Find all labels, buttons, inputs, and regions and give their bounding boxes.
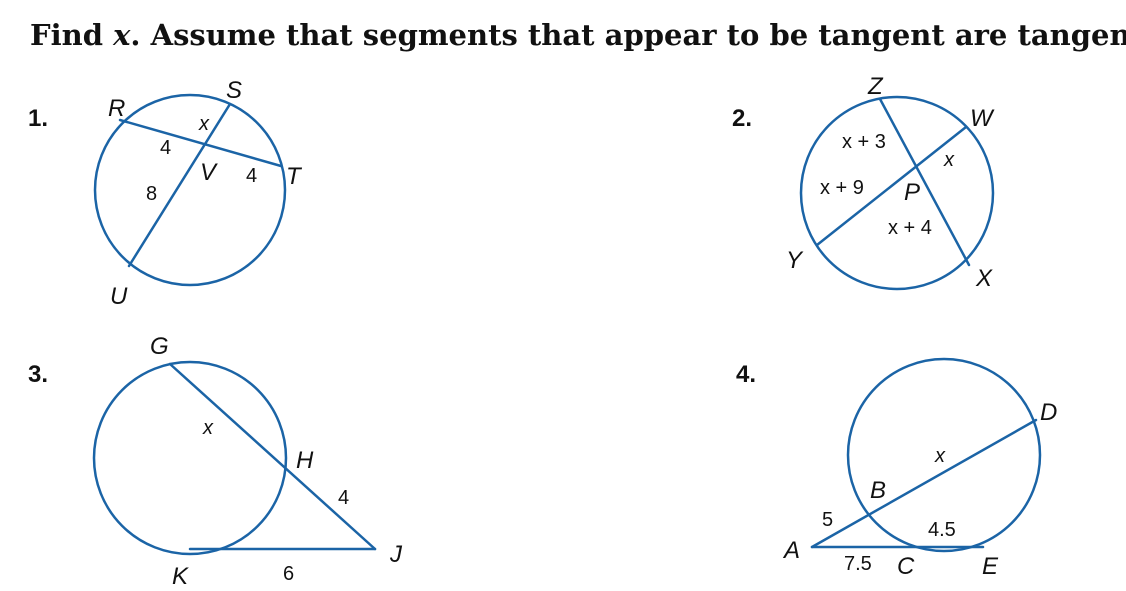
problem-4: 4. D B A C E x 5 4.5 7.5 — [736, 357, 1057, 580]
segment-vt-label: 4 — [246, 165, 257, 187]
segment-ce-label: 4.5 — [928, 519, 956, 541]
segment-px-label: x + 4 — [888, 217, 932, 239]
problem-4-number: 4. — [736, 361, 756, 388]
point-p-label: P — [904, 179, 920, 206]
segment-hj-label: 4 — [338, 487, 349, 509]
point-r-label: R — [108, 95, 125, 122]
point-w-label: W — [970, 105, 995, 132]
chord-su — [127, 102, 232, 268]
point-t-label: T — [286, 163, 303, 190]
point-x-label: X — [975, 265, 993, 292]
point-e-label: E — [982, 553, 999, 580]
segment-vu-label: 8 — [146, 183, 157, 205]
instructions: Find x. Assume that segments that appear… — [30, 18, 1126, 52]
point-v-label: V — [200, 159, 218, 186]
instructions-before: Find — [30, 18, 114, 52]
chord-rt — [118, 118, 283, 168]
point-g-label: G — [150, 333, 169, 360]
problem-3: 3. G H J K x 4 6 — [28, 333, 403, 590]
segment-gh-label: x — [202, 417, 214, 439]
point-a-label: A — [782, 537, 800, 564]
segment-ab-label: 5 — [822, 509, 833, 531]
instructions-variable: x — [113, 18, 131, 52]
problem-3-number: 3. — [28, 361, 48, 388]
point-j-label: J — [389, 541, 403, 568]
segment-ac-label: 7.5 — [844, 553, 872, 575]
circle-3 — [92, 360, 288, 556]
point-y-label: Y — [786, 247, 804, 274]
circle-1 — [93, 93, 287, 287]
problem-1: 1. R S T U V x 4 4 8 — [28, 77, 303, 310]
chord-zx — [878, 97, 971, 267]
secant-gj — [168, 362, 377, 551]
point-k-label: K — [172, 563, 189, 590]
point-d-label: D — [1040, 399, 1057, 426]
point-b-label: B — [870, 477, 886, 504]
segment-kj-label: 6 — [283, 563, 294, 585]
point-u-label: U — [110, 283, 128, 310]
point-z-label: Z — [867, 73, 884, 100]
secant-ad — [810, 418, 1038, 549]
problem-1-number: 1. — [28, 105, 48, 132]
point-h-label: H — [296, 447, 314, 474]
problem-2: 2. Z W P Y X x + 3 x x + 9 x + 4 — [732, 73, 995, 292]
segment-wp-label: x — [943, 149, 955, 171]
segment-yp-label: x + 9 — [820, 177, 864, 199]
segment-bd-label: x — [934, 445, 946, 467]
circle-2 — [799, 95, 995, 291]
segment-rv-label: 4 — [160, 137, 171, 159]
segment-x-label: x — [198, 113, 210, 135]
instructions-after: . Assume that segments that appear to be… — [130, 18, 1126, 52]
problem-2-number: 2. — [732, 105, 752, 132]
chord-wy — [815, 125, 968, 247]
point-c-label: C — [897, 553, 915, 580]
segment-zp-label: x + 3 — [842, 131, 886, 153]
point-s-label: S — [226, 77, 242, 104]
circle-4 — [846, 357, 1042, 553]
